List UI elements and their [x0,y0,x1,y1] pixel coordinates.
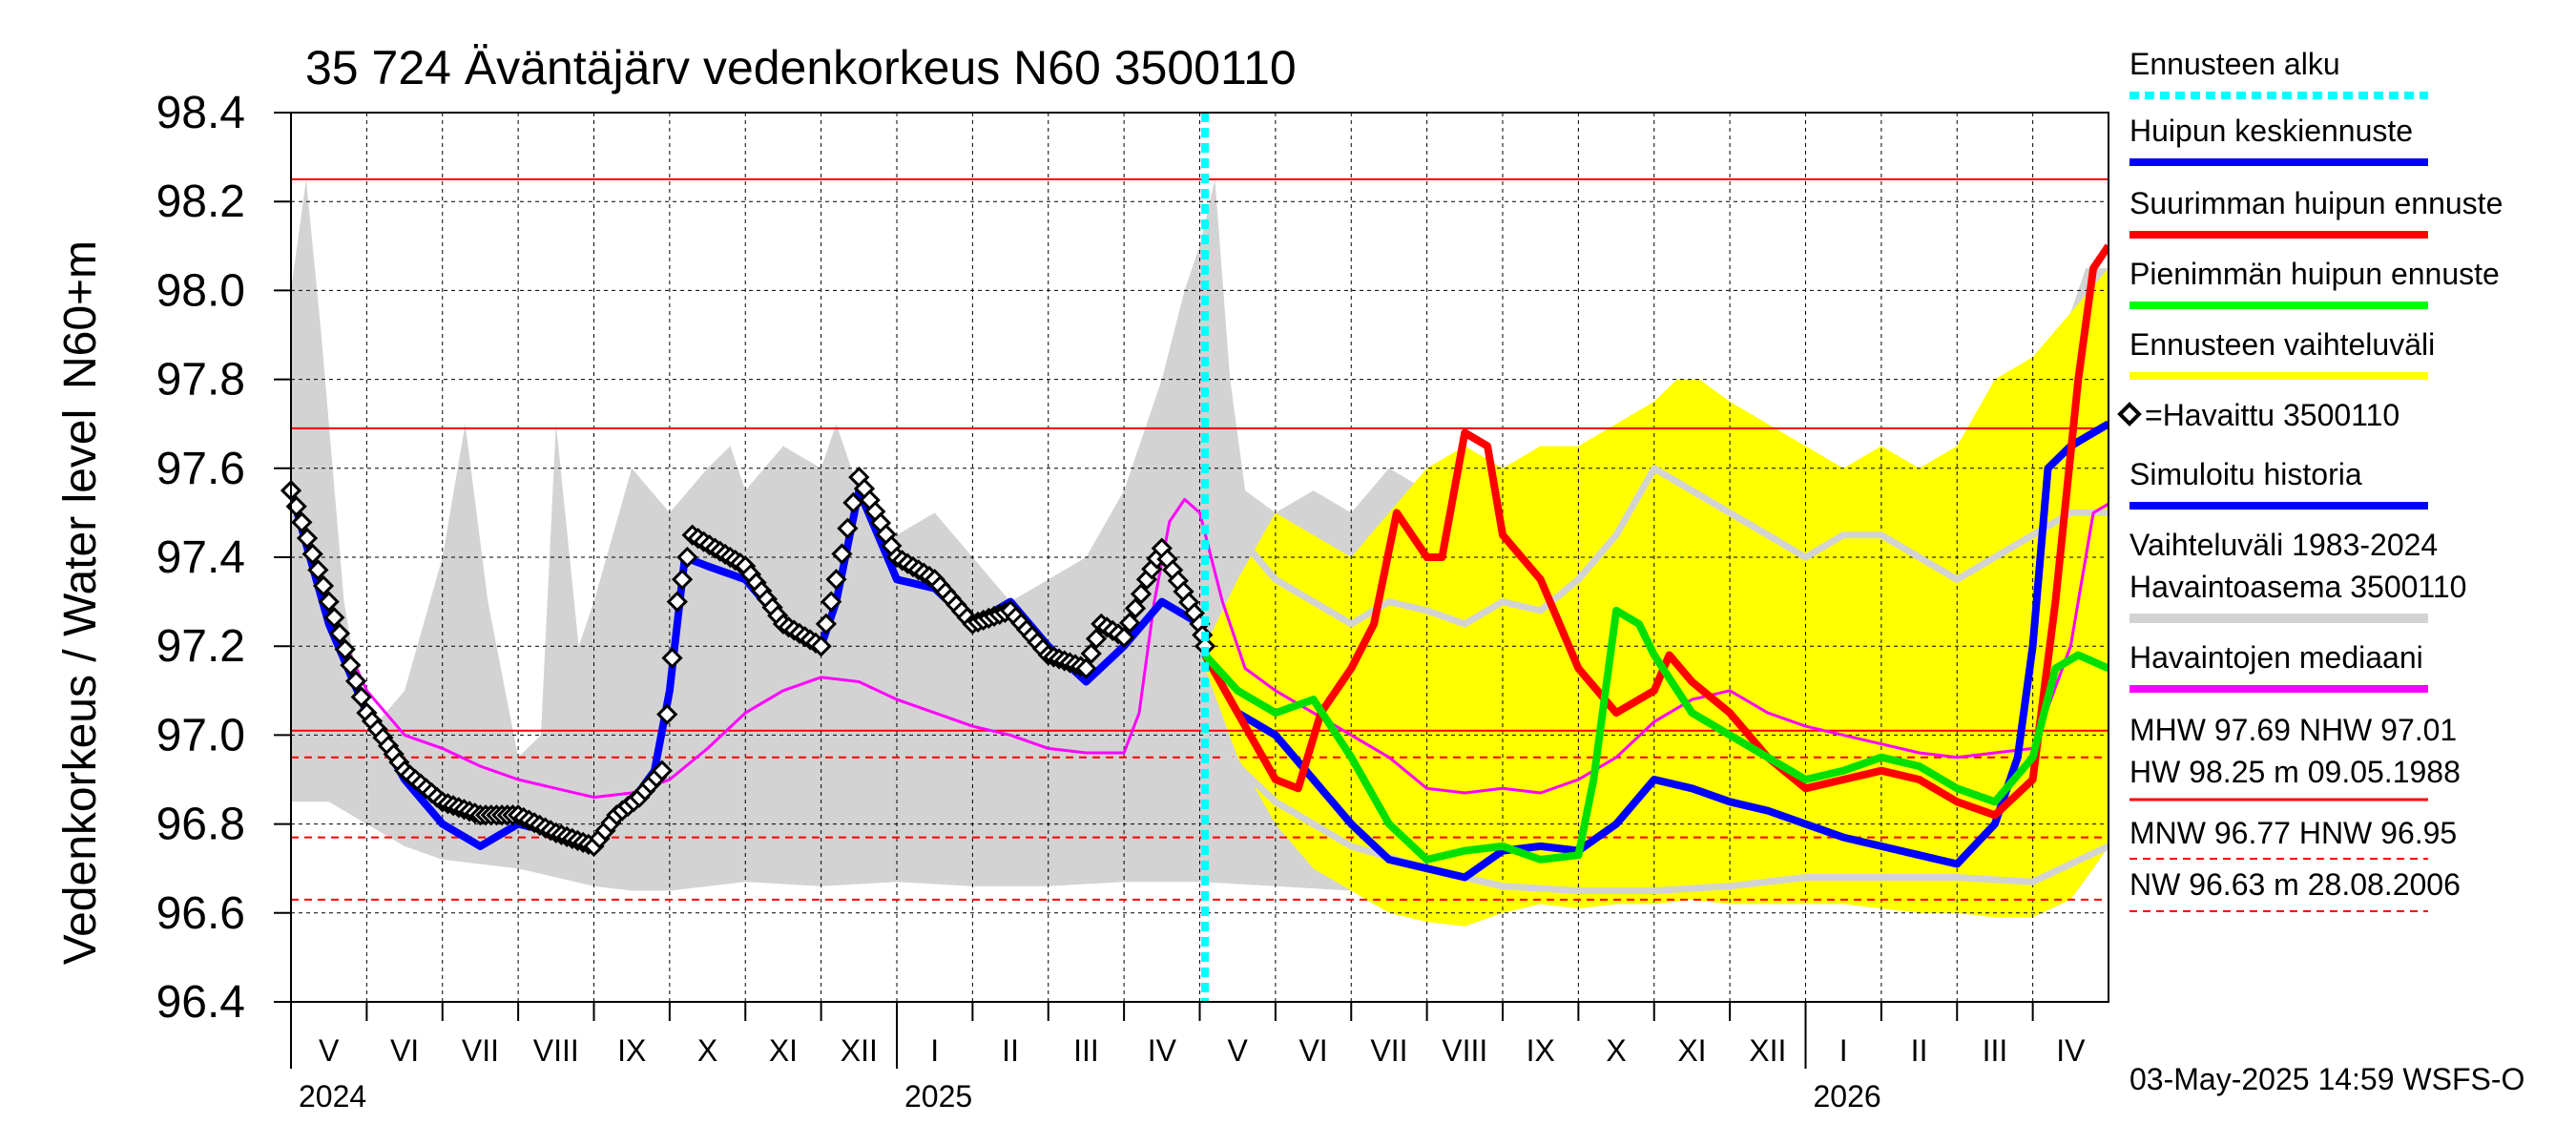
observed-point [815,613,838,635]
observed-point [671,569,694,591]
observed-point [821,591,842,613]
legend-marker [2117,402,2142,427]
x-tick-label: X [1606,1033,1626,1068]
observed-point [1080,642,1102,665]
observed-point [340,655,362,677]
observed-point [825,569,847,591]
observed-point [291,511,313,533]
x-tick-label: VIII [533,1033,579,1068]
x-tick-label: VII [1370,1033,1407,1068]
y-tick-label: 97.8 [156,355,245,406]
observed-point [301,543,323,565]
y-tick-label: 96.6 [156,888,245,939]
observed-point [328,622,351,645]
observed-point [831,543,853,565]
legend-label: Havaintojen mediaani [2129,640,2423,675]
x-tick-label: II [1002,1033,1019,1068]
x-tick-label: VI [390,1033,419,1068]
observed-point [651,760,674,781]
x-tick-label: I [930,1033,939,1068]
observed-point [307,559,329,581]
observed-point [334,638,356,660]
legend-label: Suurimman huipun ennuste [2129,186,2503,220]
series-line-6 [1202,606,2109,864]
year-label: 2024 [299,1079,366,1114]
x-tick-label: V [319,1033,340,1068]
x-tick-label: XI [769,1033,798,1068]
y-tick-label: 98.4 [156,88,245,138]
x-tick-label: XI [1677,1033,1706,1068]
observed-point [666,591,688,613]
x-tick-label: VIII [1442,1033,1487,1068]
observed-point [296,527,319,550]
y-tick-label: 96.4 [156,977,245,1028]
observed-point [842,491,864,514]
observed-point [350,686,372,708]
observed-point [312,574,335,597]
y-axis-label: Vedenkorkeus / Water level [55,409,106,966]
x-tick-label: III [1073,1033,1099,1068]
legend-label: Vaihteluväli 1983-2024 [2129,528,2438,562]
y-tick-label: 96.8 [156,800,245,850]
band-1 [1205,268,2109,926]
legend-label: Ennusteen vaihteluväli [2129,327,2435,362]
x-tick-label: IX [1527,1033,1555,1068]
observed-point [837,517,859,539]
year-label: 2025 [904,1079,972,1114]
legend-label: Huipun keskiennuste [2129,114,2413,148]
x-tick-label: VI [1298,1033,1327,1068]
x-tick-label: IV [2056,1033,2086,1068]
x-tick-label: III [1983,1033,2008,1068]
legend-label: Simuloitu historia [2129,457,2362,491]
x-tick-label: VII [462,1033,499,1068]
y-tick-label: 97.0 [156,710,245,760]
y-axis-unit-label: N60+m [55,240,106,389]
observed-point [676,546,698,569]
timestamp: 03-May-2025 14:59 WSFS-O [2129,1062,2524,1096]
observed-point [318,591,340,613]
x-tick-label: II [1911,1033,1928,1068]
stat-hw: HW 98.25 m 09.05.1988 [2129,755,2461,789]
y-tick-label: 98.2 [156,177,245,227]
observed-point [1130,583,1153,605]
legend-label: Ennusteen alku [2129,47,2340,81]
x-tick-label: XII [841,1033,878,1068]
observed-point [323,607,345,629]
legend-label: Havaintoasema 3500110 [2129,570,2466,604]
series-line-1 [1202,732,2109,894]
legend-label: =Havaittu 3500110 [2145,398,2399,432]
x-tick-label: V [1228,1033,1249,1068]
x-tick-label: XII [1749,1033,1786,1068]
y-tick-label: 97.4 [156,532,245,583]
x-tick-label: IV [1148,1033,1177,1068]
observed-point [810,635,832,657]
observed-point [1085,628,1108,650]
observed-point [1113,626,1135,649]
y-tick-label: 98.0 [156,265,245,316]
series-line-4 [1201,420,2109,882]
x-tick-label: X [697,1033,717,1068]
series-line-0 [1202,465,2109,628]
stat-mhw-nhw: MHW 97.69 NHW 97.01 [2129,713,2457,747]
observed-point [1118,612,1141,634]
chart-title: 35 724 Äväntäjärv vedenkorkeus N60 35001… [305,41,1297,94]
x-tick-label: I [1839,1033,1848,1068]
year-label: 2026 [1814,1079,1881,1114]
observed-point [1075,657,1097,679]
series-line-2 [291,489,2109,800]
x-tick-label: IX [617,1033,646,1068]
stat-mnw-hnw: MNW 96.77 HNW 96.95 [2129,816,2457,850]
observed-point [656,703,678,725]
observed-point [661,647,683,669]
y-tick-label: 97.6 [156,444,245,494]
observed-point [344,670,367,692]
series-line-5 [1201,243,2109,820]
stat-nw: NW 96.63 m 28.08.2006 [2129,867,2461,902]
legend-label: Pienimmän huipun ennuste [2129,257,2500,291]
y-tick-label: 97.2 [156,621,245,672]
observed-point [1124,597,1147,619]
